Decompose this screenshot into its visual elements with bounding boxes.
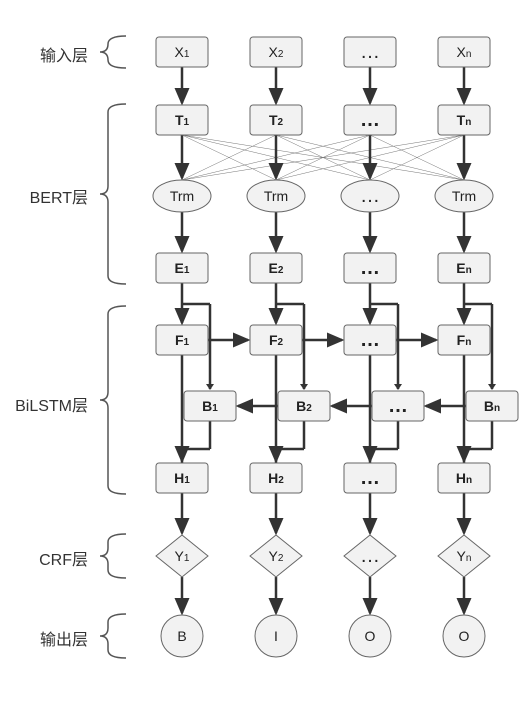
- svg-text:…: …: [360, 545, 380, 567]
- svg-text:Trm: Trm: [170, 188, 194, 204]
- svg-text:B: B: [177, 628, 186, 644]
- layer-label: 输出层: [8, 626, 88, 650]
- diagram-svg: X1X2…XnT1T2…TnTrmTrm…TrmE1E2…EnF1F2…FnB1…: [0, 0, 524, 704]
- layer-label: CRF层: [8, 546, 88, 570]
- svg-text:…: …: [360, 467, 380, 489]
- svg-text:O: O: [459, 628, 470, 644]
- svg-text:I: I: [274, 628, 278, 644]
- svg-text:…: …: [360, 185, 380, 207]
- svg-text:…: …: [360, 109, 380, 131]
- layer-label: BiLSTM层: [8, 392, 88, 416]
- svg-text:…: …: [360, 329, 380, 351]
- svg-text:…: …: [360, 257, 380, 279]
- diagram-canvas: X1X2…XnT1T2…TnTrmTrm…TrmE1E2…EnF1F2…FnB1…: [0, 0, 524, 704]
- svg-text:Trm: Trm: [264, 188, 288, 204]
- svg-text:Trm: Trm: [452, 188, 476, 204]
- svg-text:O: O: [365, 628, 376, 644]
- layer-label: 输入层: [8, 42, 88, 66]
- svg-text:…: …: [388, 395, 408, 417]
- layer-label: BERT层: [8, 184, 88, 208]
- svg-text:…: …: [360, 41, 380, 63]
